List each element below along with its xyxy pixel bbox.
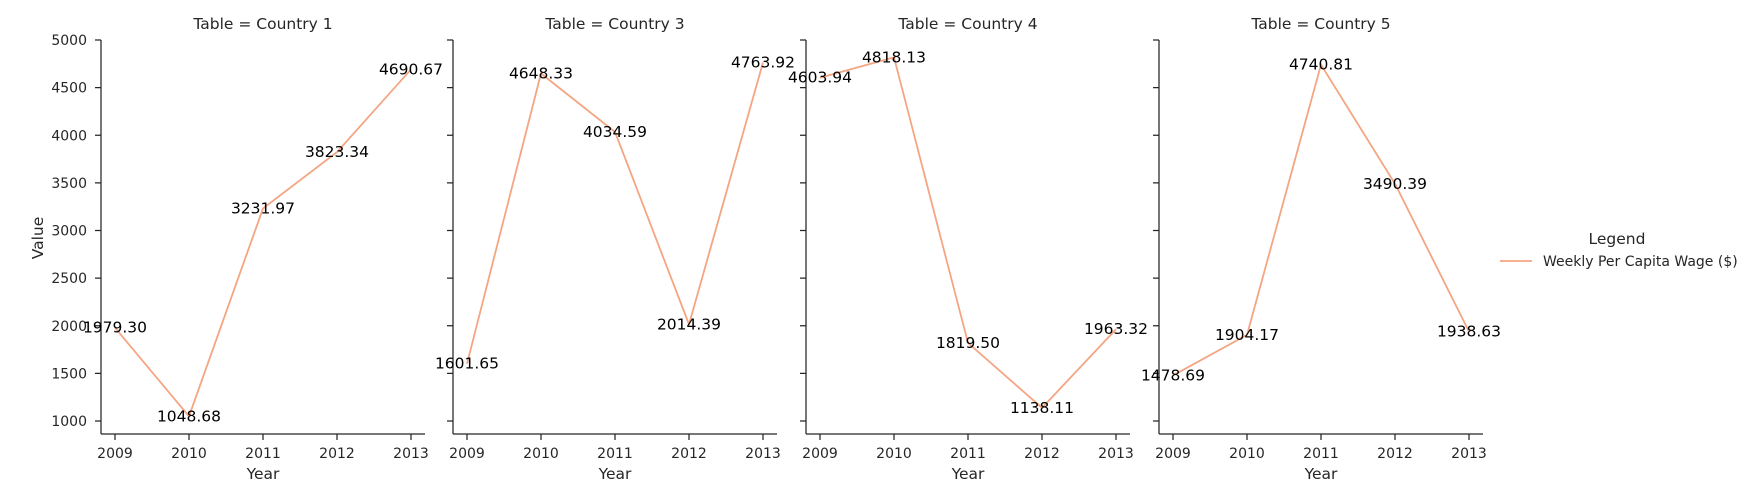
x-tick-label: 2012	[1024, 446, 1060, 462]
data-label: 1819.50	[936, 334, 1000, 352]
series-line-3	[819, 56, 1117, 410]
data-label: 1904.17	[1215, 326, 1279, 344]
x-tick-label: 2009	[1155, 446, 1191, 462]
x-tick-label: 2013	[1098, 446, 1134, 462]
data-label: 1963.32	[1084, 320, 1148, 338]
legend-title: Legend	[1589, 230, 1646, 248]
legend-entry-label: Weekly Per Capita Wage ($)	[1543, 254, 1738, 270]
x-tick-label: 2012	[319, 446, 355, 462]
series-line-1	[114, 68, 412, 419]
x-tick-label: 2013	[1451, 446, 1487, 462]
y-tick-label: 2500	[51, 271, 87, 287]
x-tick-label: 2013	[393, 446, 429, 462]
x-tick-label: 2010	[523, 446, 559, 462]
x-tick-label: 2011	[245, 446, 281, 462]
data-label: 1979.30	[83, 319, 147, 337]
data-label: 1478.69	[1141, 366, 1205, 384]
data-label: 4818.13	[862, 48, 926, 66]
panel-title-4: Table = Country 5	[1250, 15, 1390, 33]
x-tick-label: 2010	[876, 446, 912, 462]
panel-title-1: Table = Country 1	[192, 15, 332, 33]
data-label: 3823.34	[305, 143, 369, 161]
data-label: 1601.65	[435, 355, 499, 373]
x-axis-label-3: Year	[951, 465, 985, 483]
x-tick-label: 2011	[597, 446, 633, 462]
y-tick-label: 5000	[51, 33, 87, 49]
data-label: 4648.33	[509, 64, 573, 82]
y-tick-label: 3500	[51, 176, 87, 192]
x-tick-label: 2009	[802, 446, 838, 462]
x-tick-label: 2009	[449, 446, 485, 462]
x-axis-label-1: Year	[246, 465, 280, 483]
data-label: 4763.92	[731, 53, 795, 71]
y-axis-label: Value	[29, 217, 47, 260]
data-label: 4740.81	[1289, 56, 1353, 74]
data-label: 3490.39	[1363, 175, 1427, 193]
x-tick-label: 2011	[1303, 446, 1339, 462]
x-tick-label: 2010	[1229, 446, 1265, 462]
x-tick-label: 2012	[671, 446, 707, 462]
data-label: 1938.63	[1437, 323, 1501, 341]
y-tick-label: 4500	[51, 81, 87, 97]
data-label: 4603.94	[788, 69, 852, 87]
y-tick-label: 2000	[51, 319, 87, 335]
x-tick-label: 2011	[950, 446, 986, 462]
data-label: 2014.39	[657, 315, 721, 333]
y-tick-label: 4000	[51, 128, 87, 144]
data-label: 4690.67	[379, 60, 443, 78]
x-tick-label: 2009	[97, 446, 133, 462]
data-label: 4034.59	[583, 123, 647, 141]
y-tick-label: 1500	[51, 366, 87, 382]
data-label: 3231.97	[231, 199, 295, 217]
data-label: 1048.68	[157, 407, 221, 425]
y-tick-label: 1000	[51, 414, 87, 430]
panel-title-3: Table = Country 4	[897, 15, 1037, 33]
x-tick-label: 2012	[1377, 446, 1413, 462]
x-axis-label-2: Year	[598, 465, 632, 483]
panel-title-2: Table = Country 3	[544, 15, 684, 33]
y-tick-label: 3000	[51, 224, 87, 240]
x-tick-label: 2010	[171, 446, 207, 462]
x-axis-label-4: Year	[1304, 465, 1338, 483]
data-label: 1138.11	[1010, 399, 1074, 417]
x-tick-label: 2013	[745, 446, 781, 462]
